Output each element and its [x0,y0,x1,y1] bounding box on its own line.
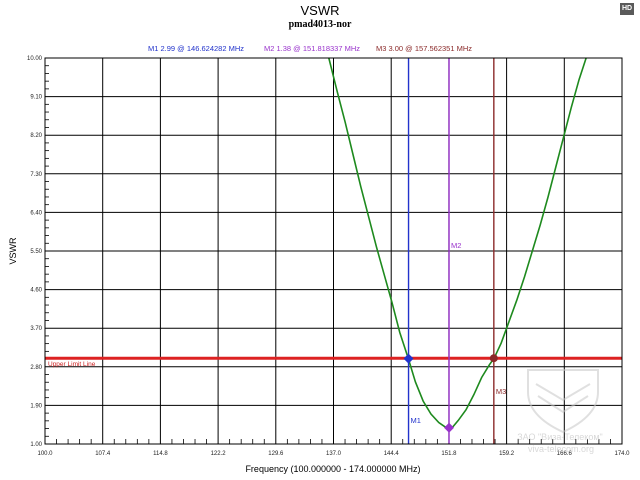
watermark: ЗАО "Виза-Телеком" viva-telecom.org [517,369,603,454]
y-tick-label: 6.40 [30,210,42,216]
shield-logo [527,369,599,434]
y-tick-label: 10.00 [27,56,43,62]
marker-point-m1 [403,353,414,364]
x-tick-label: 137.0 [326,451,342,457]
marker-readout-m2: M2 1.38 @ 151.818337 MHz [264,44,360,53]
y-tick-label: 9.10 [30,95,42,101]
marker-point-m2 [444,422,455,433]
x-tick-label: 100.0 [37,451,53,457]
x-tick-label: 129.6 [268,451,284,457]
minor-ticks [45,65,611,444]
reference-layer: Upper Limit Line [45,356,622,368]
vswr-series-line [328,57,587,429]
upper-limit-label: Upper Limit Line [48,361,96,368]
y-tick-label: 4.60 [30,288,42,294]
y-tick-label: 2.80 [30,365,42,371]
y-tick-label: 8.20 [30,133,42,139]
x-tick-label: 151.8 [441,451,457,457]
x-tick-label: 166.6 [557,451,573,457]
y-tick-label: 1.90 [30,403,42,409]
x-tick-label: 122.2 [211,451,227,457]
x-tick-label: 159.2 [499,451,515,457]
marker-layer: M1 M2 M3 [403,58,506,444]
hd-badge: HD [620,3,634,15]
y-tick-label: 7.30 [30,172,42,178]
marker-point-m3 [489,354,498,363]
plot-frame [44,57,623,445]
grid [44,57,623,445]
x-tick-label: 114.8 [153,451,168,457]
y-axis-label: VSWR [8,237,18,265]
marker-label-m1: M1 [411,416,421,425]
marker-readout-m3: M3 3.00 @ 157.562351 MHz [376,44,472,53]
y-tick-label: 3.70 [30,326,42,332]
x-tick-label: 107.4 [95,451,111,457]
x-tick-label: 174.0 [614,451,630,457]
chart-subtitle: pmad4013-nor [289,19,352,30]
marker-label-m2: M2 [451,241,461,250]
watermark-url: viva-telecom.org [528,444,594,454]
y-tick-label: 1.00 [30,442,42,448]
x-tick-label: 144.4 [384,451,400,457]
x-axis-label: Frequency (100.000000 - 174.000000 MHz) [245,464,420,474]
tick-labels: 100.0 107.4 114.8 122.2 129.6 137.0 144.4 151.8… [27,56,630,457]
chart-title: VSWR [301,3,340,18]
y-tick-label: 5.50 [30,249,42,255]
marker-readout-m1: M1 2.99 @ 146.624282 MHz [148,44,244,53]
series-layer [328,57,587,429]
marker-label-m3: M3 [496,387,506,396]
watermark-company: ЗАО "Виза-Телеком" [517,432,602,442]
shield-logo-inner [535,383,591,414]
